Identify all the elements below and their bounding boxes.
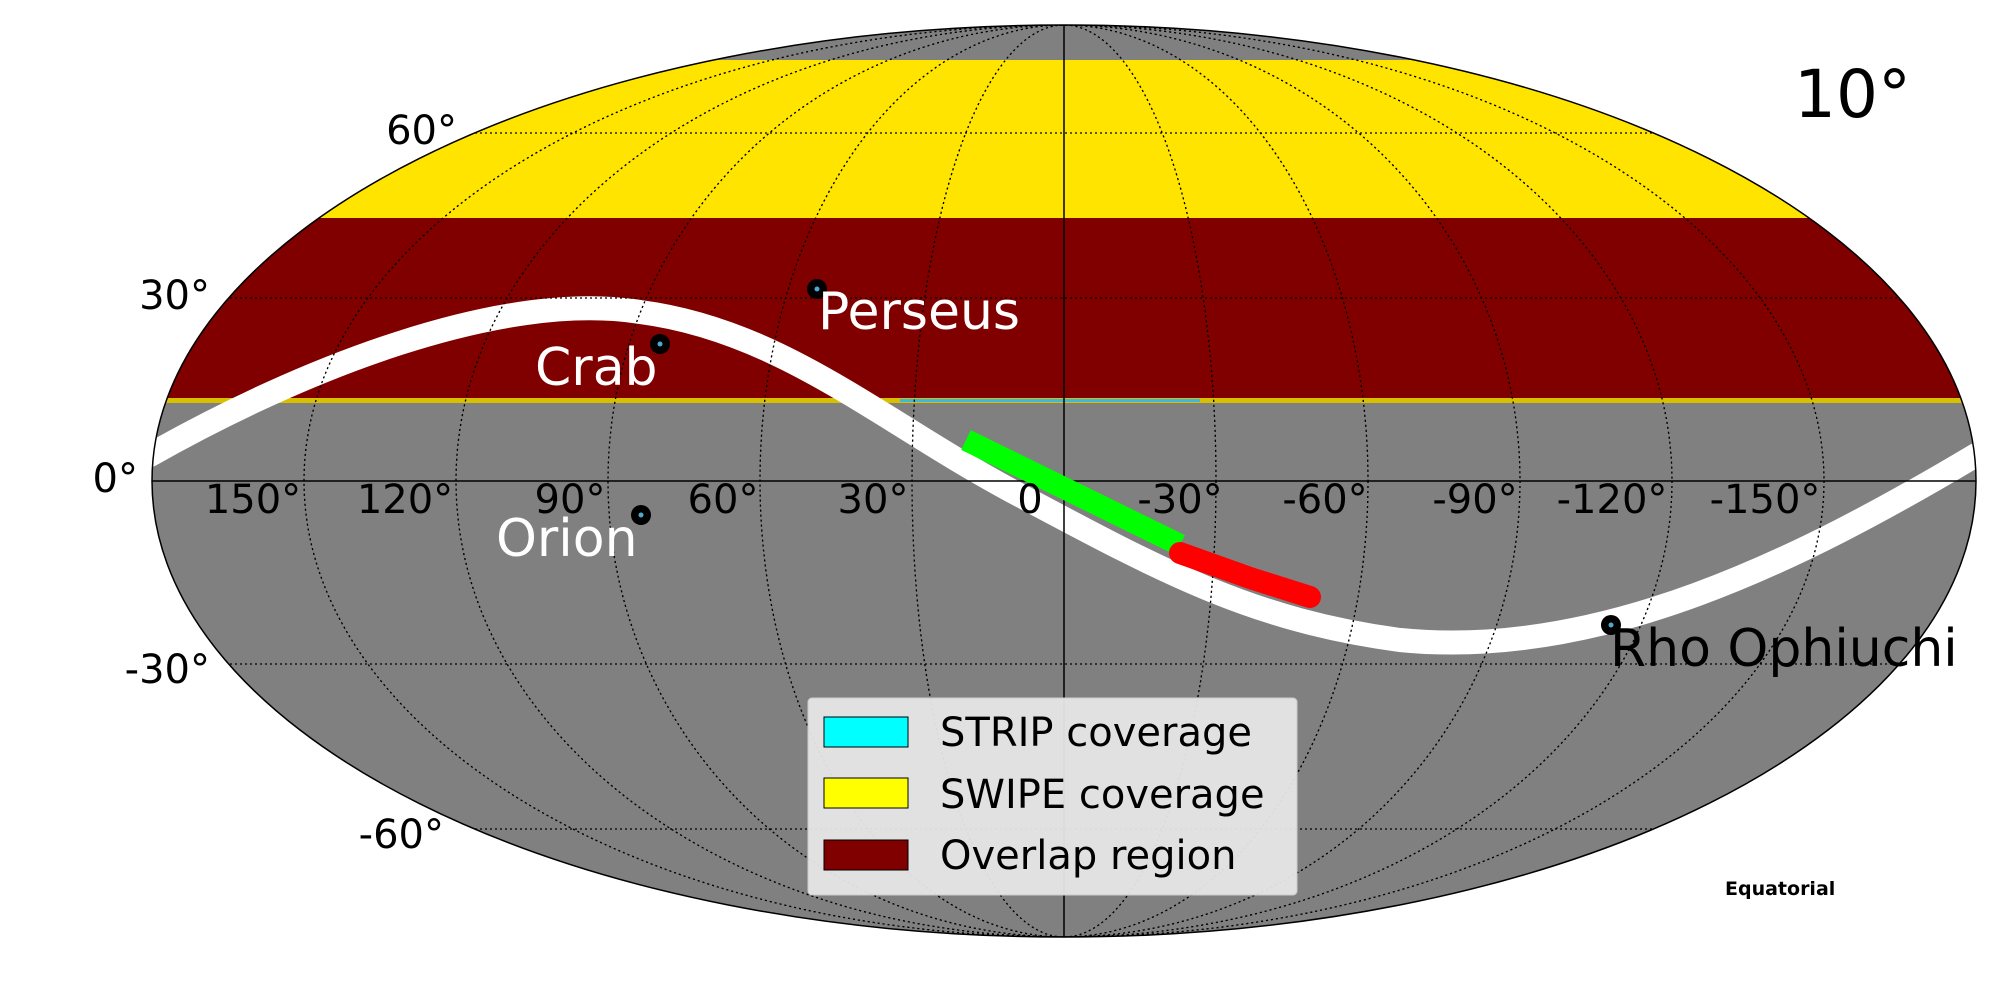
source-marker-center — [814, 286, 820, 292]
lat-label-60: 60° — [386, 108, 457, 154]
legend-label-overlap: Overlap region — [940, 833, 1236, 879]
source-label: Rho Ophiuchi — [1610, 619, 1958, 679]
lon-label: -150° — [1710, 477, 1821, 523]
source-perseus[interactable]: Perseus — [807, 279, 1020, 342]
lon-label: -30° — [1137, 477, 1222, 523]
source-orion[interactable]: Orion — [496, 505, 651, 569]
lat-label-30: 30° — [139, 273, 210, 319]
lon-label: 120° — [357, 477, 453, 523]
source-label: Perseus — [818, 282, 1020, 342]
lon-label: 0 — [1017, 477, 1042, 523]
coordinate-system-label: Equatorial — [1725, 878, 1835, 900]
source-rho-ophiuchi[interactable]: Rho Ophiuchi — [1601, 615, 1958, 679]
source-marker-center — [657, 341, 663, 347]
legend-swatch-strip — [823, 716, 909, 748]
lon-label: 150° — [205, 477, 301, 523]
source-label: Orion — [496, 509, 638, 569]
track-green — [961, 430, 1185, 555]
lon-label: -60° — [1282, 477, 1367, 523]
legend-swatch-overlap — [823, 839, 909, 871]
source-crab[interactable]: Crab — [535, 334, 670, 398]
source-label: Crab — [535, 338, 658, 398]
overlap-region-band — [152, 218, 1976, 401]
galactic-plane-band — [152, 296, 1976, 655]
track-red — [1169, 542, 1321, 608]
lon-label: -120° — [1557, 477, 1668, 523]
lat-label-minus30: -30° — [125, 647, 210, 693]
strip-edge-cyan — [900, 399, 1200, 402]
legend-swatch-swipe — [823, 777, 909, 809]
lat-label-0: 0° — [93, 456, 138, 502]
lon-labels: 150° 120° 90° 60° 30° 0 -30° -60° -90° -… — [205, 477, 1821, 523]
lon-label: 30° — [838, 477, 909, 523]
map-outline — [151, 24, 1977, 938]
lon-label: 90° — [535, 477, 606, 523]
lat-label-minus60: -60° — [359, 812, 444, 858]
lon-label: 60° — [688, 477, 759, 523]
legend-label-swipe: SWIPE coverage — [940, 772, 1265, 818]
source-marker-center — [1608, 622, 1614, 628]
legend-label-strip: STRIP coverage — [940, 710, 1252, 756]
source-marker-center — [638, 512, 644, 518]
corner-label: 10° — [1794, 56, 1911, 133]
legend: STRIP coverage SWIPE coverage Overlap re… — [807, 697, 1298, 896]
lon-label: -90° — [1432, 477, 1517, 523]
legend-box — [807, 697, 1298, 896]
